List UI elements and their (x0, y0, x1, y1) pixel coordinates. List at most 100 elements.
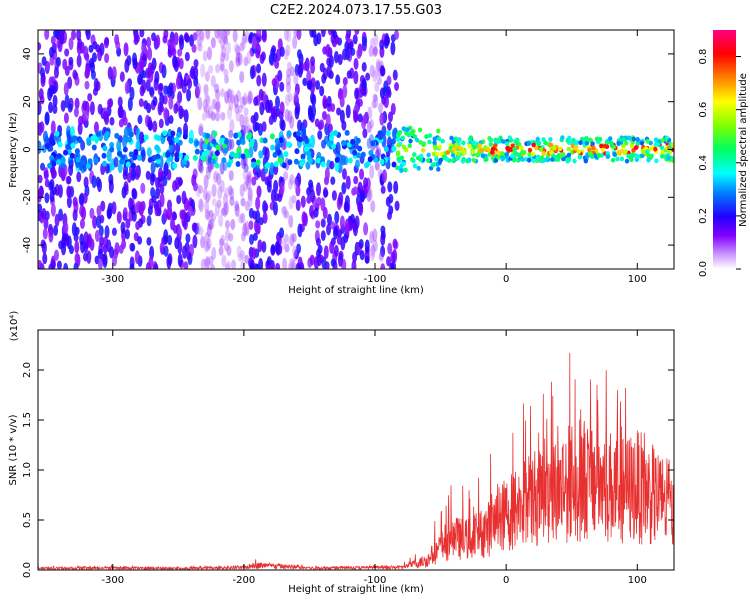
snr-plot-area (38, 330, 674, 570)
spectrogram-cell (204, 256, 210, 269)
spectrogram-cell (539, 155, 544, 161)
spectrogram-cell (605, 139, 610, 145)
spectrogram-cell (246, 173, 252, 184)
spectrogram-cell (191, 44, 197, 53)
spectrogram-cell (205, 30, 211, 40)
spectrogram-cell (297, 136, 303, 143)
spectrogram-cell (38, 140, 42, 154)
spectrogram-cell (513, 150, 518, 156)
spectrogram-cell (165, 151, 171, 158)
spectrogram-cell (477, 143, 482, 149)
spectrogram-cell (455, 155, 460, 161)
spectrogram-cell (81, 206, 87, 221)
snr-x-tick-label: -200 (233, 575, 256, 586)
spectrogram-cell (272, 201, 278, 216)
spectrogram-cell (319, 119, 325, 130)
spectrogram-cell (364, 162, 370, 169)
spectrogram-cell (386, 88, 392, 99)
spectrogram-cell (549, 150, 554, 155)
spectrogram-cell (41, 241, 47, 255)
spectrogram-cell (252, 120, 258, 133)
spectrogram-cell (155, 34, 161, 49)
spectrogram-cell (226, 88, 232, 99)
spectrogram-cell (256, 63, 262, 74)
spectrogram-cell (212, 130, 218, 137)
spectrogram-cell (294, 249, 300, 260)
spectrogram-cell (78, 115, 84, 126)
spectrogram-cell (239, 113, 245, 128)
spectrogram-cell (226, 245, 232, 256)
spectrogram-cell (158, 82, 164, 91)
spectrogram-cell (372, 239, 378, 252)
spectrogram-cell (137, 236, 143, 245)
spectrogram-cell (215, 99, 221, 113)
spectrogram-cell (220, 234, 226, 246)
spectrogram-cell (102, 145, 108, 152)
snr-y-tick-label: 2.0 (22, 362, 33, 378)
spectrogram-cell (374, 161, 380, 171)
spectrogram-cell (461, 140, 466, 146)
spectrogram-cell (234, 203, 240, 217)
spectrogram-cell (228, 129, 234, 139)
colorbar-tick-label: 0.0 (698, 261, 709, 277)
spectrogram-cell (320, 218, 326, 228)
spectrogram-cell (320, 197, 326, 212)
spectrogram-cell (79, 218, 85, 230)
spectrogram-cell (317, 244, 323, 254)
spectrogram-cell (262, 211, 268, 224)
spectrogram-cell (334, 156, 340, 163)
spectrogram-cell (223, 35, 229, 46)
spectrogram-cell (125, 218, 131, 229)
spectrogram-cell (38, 88, 44, 100)
spectrogram-cell (222, 203, 228, 218)
spectrogram-cell (74, 240, 80, 254)
spectrogram-cell (73, 233, 79, 242)
spectrogram-cell (64, 94, 70, 109)
spectrogram-cell (285, 44, 291, 57)
spectrogram-cell (200, 258, 206, 269)
colorbar-tick-label: 0.6 (698, 102, 709, 118)
spectrogram-cell (184, 33, 190, 43)
spectrogram-cell (58, 240, 64, 250)
spectrogram-cell (371, 99, 377, 109)
spectrogram-cell (82, 192, 88, 204)
spectrogram-cell (306, 80, 312, 90)
spectrogram-cell (214, 162, 220, 169)
spectrogram-cell (655, 142, 661, 147)
spectrogram-cell (237, 52, 243, 66)
spectrogram-cell (148, 256, 154, 269)
spectrogram-cell (321, 111, 327, 121)
spectrogram-cell (605, 154, 611, 160)
spectrogram-cell (536, 141, 541, 147)
spectrogram-cell (236, 146, 242, 153)
spectrogram-cell (236, 245, 242, 258)
spectrogram-cell (641, 149, 646, 155)
spectrogram-cell (218, 137, 224, 144)
spectrogram-cell (358, 238, 364, 249)
spectrogram-cell (124, 58, 130, 73)
spectrogram-cell (140, 149, 146, 162)
spectrogram-cell (71, 30, 77, 41)
spectrogram-cell (380, 263, 386, 269)
spectrogram-cell (361, 61, 367, 72)
spectrogram-cell (213, 170, 219, 181)
spectrogram-cell (395, 150, 401, 156)
spectrogram-cell (362, 128, 368, 139)
spectrogram-cell (109, 117, 115, 126)
spectrogram-cell (253, 96, 259, 107)
spectrogram-cell (98, 225, 104, 237)
spectrogram-cell (128, 131, 134, 138)
spectrogram-cell (369, 37, 375, 48)
spectrogram-cell (63, 221, 69, 235)
spectrogram-cell (286, 68, 292, 78)
spectrogram-cell (244, 200, 250, 212)
spectrogram-cell (394, 200, 400, 211)
spectrogram-cell (230, 94, 236, 104)
spectrogram-cell (333, 244, 339, 257)
spectrogram-cell (215, 144, 221, 151)
spectrogram-cell (218, 246, 224, 256)
spectrogram-cell (417, 127, 423, 133)
snr-y-tick-label: 0.0 (22, 562, 33, 578)
spectrogram-cell (127, 97, 133, 111)
spectrogram-cell (320, 230, 326, 242)
